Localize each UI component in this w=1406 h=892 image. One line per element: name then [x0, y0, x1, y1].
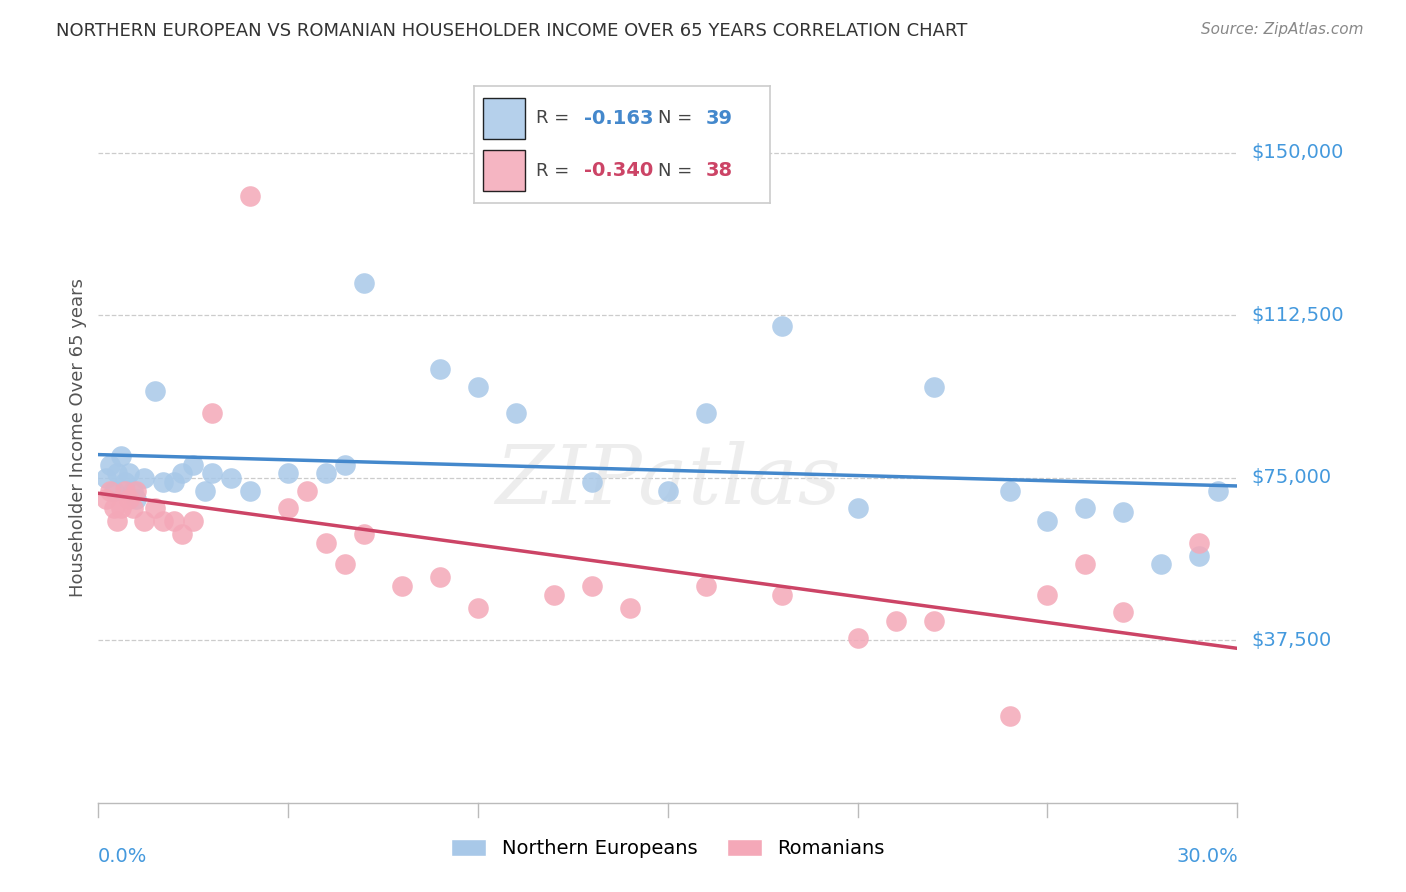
Text: 0.0%: 0.0% [97, 847, 146, 866]
Point [170, 527, 193, 541]
Point [118, 492, 141, 507]
Point [132, 471, 155, 485]
Point [201, 467, 224, 481]
Point [353, 527, 375, 541]
Point [163, 475, 186, 489]
Point [277, 501, 299, 516]
Point [846, 501, 869, 516]
Point [1036, 514, 1059, 528]
Point [998, 709, 1021, 723]
Point [1208, 483, 1230, 498]
Point [239, 189, 262, 203]
Point [1112, 605, 1135, 619]
Point [110, 449, 132, 463]
Point [145, 501, 167, 516]
Point [125, 492, 148, 507]
Point [884, 614, 907, 628]
Point [770, 588, 793, 602]
Point [429, 362, 451, 376]
Point [1188, 535, 1211, 549]
Y-axis label: Householder Income Over 65 years: Householder Income Over 65 years [69, 277, 87, 597]
Point [1112, 505, 1135, 519]
Text: $112,500: $112,500 [1251, 306, 1344, 325]
Point [695, 406, 717, 420]
Point [163, 514, 186, 528]
Point [121, 501, 143, 516]
Point [467, 380, 489, 394]
Point [125, 483, 148, 498]
Point [1150, 558, 1173, 572]
Point [94, 471, 117, 485]
Point [391, 579, 413, 593]
Point [922, 380, 945, 394]
Point [998, 483, 1021, 498]
Point [183, 458, 205, 472]
Point [239, 483, 262, 498]
Point [1188, 549, 1211, 563]
Point [922, 614, 945, 628]
Point [335, 558, 357, 572]
Point [297, 483, 319, 498]
Point [201, 406, 224, 420]
Point [110, 501, 132, 516]
Point [107, 467, 129, 481]
Point [114, 475, 136, 489]
Text: NORTHERN EUROPEAN VS ROMANIAN HOUSEHOLDER INCOME OVER 65 YEARS CORRELATION CHART: NORTHERN EUROPEAN VS ROMANIAN HOUSEHOLDE… [56, 22, 967, 40]
Point [695, 579, 717, 593]
Point [132, 514, 155, 528]
Point [429, 570, 451, 584]
Point [1036, 588, 1059, 602]
Point [467, 600, 489, 615]
Point [152, 475, 174, 489]
Point [581, 475, 603, 489]
Point [98, 483, 121, 498]
Text: $150,000: $150,000 [1251, 143, 1343, 162]
Text: $37,500: $37,500 [1251, 631, 1331, 649]
Point [581, 579, 603, 593]
Point [543, 588, 565, 602]
Point [118, 467, 141, 481]
Point [221, 471, 243, 485]
Point [846, 631, 869, 645]
Point [1074, 558, 1097, 572]
Point [277, 467, 299, 481]
Text: ZIPatlas: ZIPatlas [495, 441, 841, 521]
Text: Source: ZipAtlas.com: Source: ZipAtlas.com [1201, 22, 1364, 37]
Point [194, 483, 217, 498]
Point [657, 483, 679, 498]
Point [1074, 501, 1097, 516]
Point [353, 276, 375, 290]
Point [315, 535, 337, 549]
Point [315, 467, 337, 481]
Point [145, 384, 167, 398]
Legend: Northern Europeans, Romanians: Northern Europeans, Romanians [443, 831, 893, 866]
Point [121, 483, 143, 498]
Point [335, 458, 357, 472]
Point [619, 600, 641, 615]
Text: 30.0%: 30.0% [1177, 847, 1239, 866]
Point [103, 501, 125, 516]
Point [98, 458, 121, 472]
Point [103, 483, 125, 498]
Point [505, 406, 527, 420]
Point [94, 492, 117, 507]
Text: $75,000: $75,000 [1251, 468, 1331, 487]
Point [770, 318, 793, 333]
Point [107, 514, 129, 528]
Point [152, 514, 174, 528]
Point [183, 514, 205, 528]
Point [114, 483, 136, 498]
Point [170, 467, 193, 481]
